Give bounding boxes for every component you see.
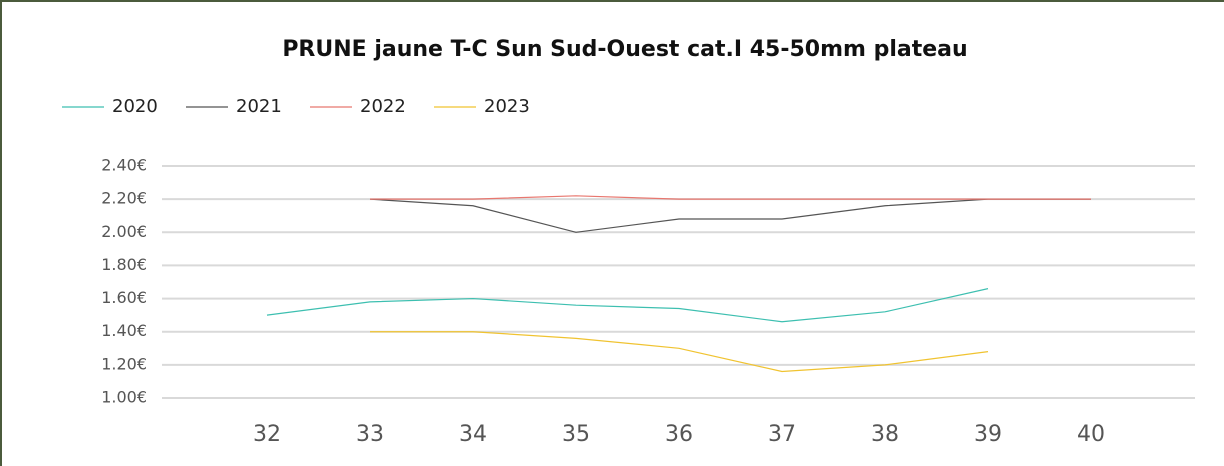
- series-line: [370, 195, 1091, 200]
- legend-label: 2022: [360, 96, 406, 117]
- legend-label: 2023: [484, 96, 530, 117]
- x-tick-label: 40: [1077, 422, 1105, 447]
- x-tick-label: 35: [562, 422, 590, 447]
- legend-label: 2021: [236, 96, 282, 117]
- x-tick-label: 32: [253, 422, 281, 447]
- x-tick-label: 33: [356, 422, 384, 447]
- x-tick-label: 34: [459, 422, 487, 447]
- y-tick-label: 1.20€: [101, 354, 147, 373]
- y-tick-label: 1.60€: [101, 288, 147, 307]
- x-tick-label: 36: [665, 422, 693, 447]
- y-tick-label: 2.00€: [101, 222, 147, 241]
- series-line: [266, 288, 989, 323]
- chart-title: PRUNE jaune T-C Sun Sud-Ouest cat.I 45-5…: [282, 37, 967, 62]
- y-tick-label: 2.40€: [101, 156, 147, 175]
- series-line: [370, 331, 989, 373]
- y-tick-label: 2.20€: [101, 189, 147, 208]
- x-tick-label: 39: [974, 422, 1002, 447]
- y-tick-label: 1.80€: [101, 255, 147, 274]
- y-tick-label: 1.00€: [101, 388, 147, 407]
- y-tick-label: 1.40€: [101, 321, 147, 340]
- x-tick-label: 38: [871, 422, 899, 447]
- series-line: [369, 198, 1091, 233]
- x-tick-label: 37: [768, 422, 796, 447]
- legend-label: 2020: [112, 96, 158, 117]
